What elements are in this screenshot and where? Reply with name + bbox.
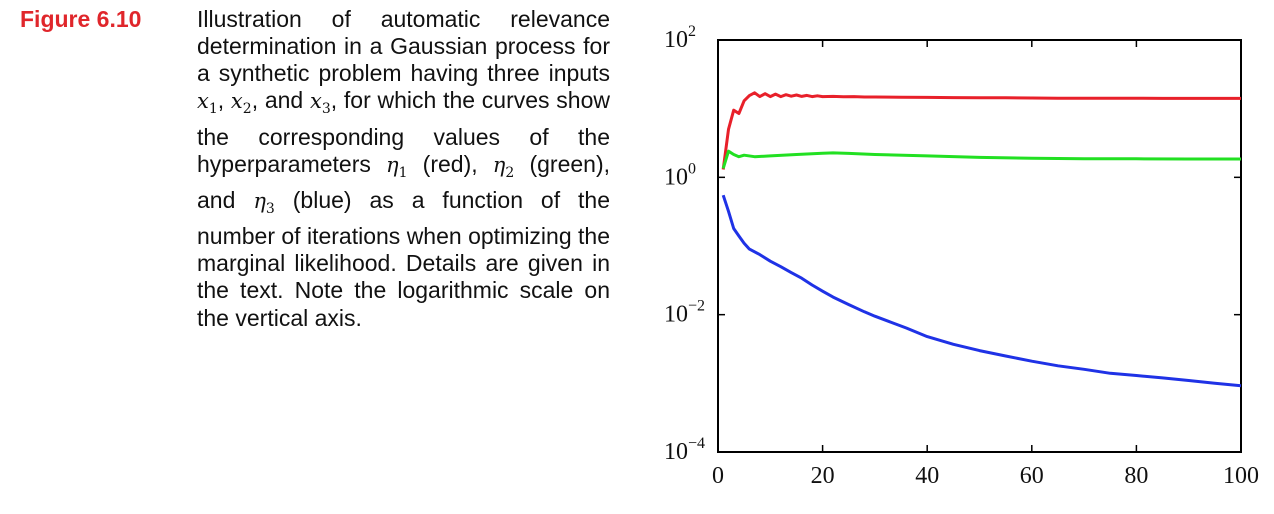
caption-text-red: (red), <box>407 150 493 177</box>
symbol-x1: x1 <box>197 89 218 118</box>
symbol-eta1: η1 <box>386 152 408 181</box>
plot-frame <box>717 39 1242 453</box>
x-tick-label: 0 <box>712 463 724 489</box>
caption-text-intro: Illustration of automatic relevance dete… <box>197 6 610 87</box>
y-tick-label: 102 <box>664 23 696 53</box>
symbol-x3: x3 <box>309 89 331 118</box>
caption-separator: , and <box>251 87 310 114</box>
caption-text-end: (blue) as a function of the number of it… <box>197 186 611 331</box>
y-tick-label: 10−2 <box>664 298 705 328</box>
y-tick-label: 10−4 <box>664 435 705 465</box>
symbol-x2: x2 <box>230 89 252 118</box>
x-tick-label: 80 <box>1124 463 1148 489</box>
caption-text-curves: , for which the curves show the correspo… <box>197 87 610 177</box>
series-line-1 <box>721 91 1241 170</box>
x-tick-label: 20 <box>811 463 835 489</box>
caption-separator: , <box>217 87 231 114</box>
figure-label: Figure 6.10 <box>20 6 142 32</box>
figure-caption: Illustration of automatic relevance dete… <box>197 6 610 332</box>
series-line-3 <box>721 194 1242 388</box>
symbol-eta3: η3 <box>253 188 275 218</box>
caption-text-green: (green), and <box>197 150 610 213</box>
symbol-eta2: η2 <box>492 152 515 181</box>
series-line-2 <box>721 149 1241 169</box>
x-tick-label: 100 <box>1223 463 1259 489</box>
x-tick-label: 40 <box>915 463 939 489</box>
y-tick-label: 100 <box>664 160 696 190</box>
x-tick-label: 60 <box>1020 463 1044 489</box>
